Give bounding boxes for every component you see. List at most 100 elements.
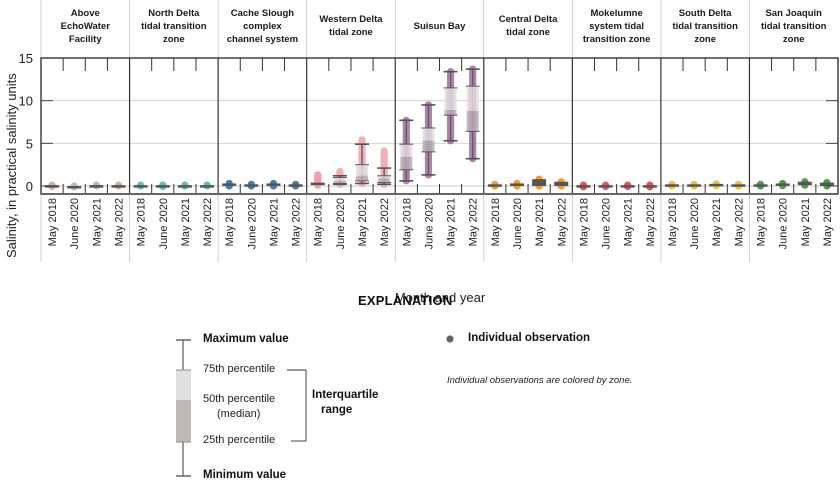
zone-header-line: Cache Slough — [231, 8, 295, 19]
x-tick-label: May 2022 — [822, 198, 834, 246]
x-tick-label: May 2022 — [556, 198, 568, 246]
box-lower — [400, 156, 413, 170]
y-axis-title: Salinity, in practical salinity units — [4, 73, 19, 258]
collapsed-box — [753, 184, 768, 187]
x-tick-label: May 2021 — [800, 198, 812, 246]
zone-header-line: Western Delta — [319, 14, 383, 25]
y-axis-ticks: 0 5 10 15 — [19, 51, 838, 194]
collapsed-box — [532, 179, 547, 186]
x-axis-title: Month and year — [395, 290, 486, 305]
plot-frame — [40, 57, 839, 195]
collapsed-box — [642, 185, 657, 188]
collapsed-box — [620, 185, 635, 188]
zone-header-line: Suisun Bay — [414, 21, 466, 32]
box-upper — [356, 164, 369, 176]
iqr-bracket — [287, 369, 307, 442]
zone-header-line: Facility — [69, 34, 102, 45]
x-tick-label: May 2018 — [578, 198, 590, 246]
zone-header-line: San Joaquin — [765, 8, 822, 19]
box-3 — [111, 181, 126, 190]
box-upper — [466, 86, 479, 111]
box-2 — [443, 68, 458, 145]
zone-header-line: zone — [163, 34, 185, 45]
zone-headers: Above EchoWater Facility North Delta tidal t… — [61, 8, 827, 45]
individual-observation-icon — [446, 335, 454, 343]
box-0 — [753, 180, 768, 190]
y-tick-label: 15 — [19, 51, 33, 66]
box-2 — [89, 181, 104, 190]
zone-header-line: tidal zone — [329, 27, 373, 38]
box-1 — [244, 180, 259, 190]
collapsed-box — [111, 185, 126, 188]
zone-header-line: North Delta — [148, 8, 200, 19]
box-0 — [664, 180, 679, 190]
box-0 — [487, 180, 502, 190]
x-tick-label: May 2021 — [268, 198, 280, 246]
zone-header-line: tidal transition — [141, 21, 207, 32]
x-tick-label: June 2020 — [689, 198, 701, 249]
collapsed-box — [177, 185, 192, 188]
x-tick-label: May 2021 — [623, 198, 635, 246]
x-tick-label: May 2021 — [357, 198, 369, 246]
x-tick-label: May 2022 — [291, 198, 303, 246]
collapsed-box — [133, 185, 148, 188]
box-1 — [687, 180, 702, 190]
box-1 — [775, 179, 790, 190]
zone-header-line: system tidal — [589, 21, 644, 32]
box-0 — [310, 171, 325, 189]
box-lower — [378, 178, 391, 183]
collapsed-box — [310, 182, 325, 186]
box-upper — [378, 175, 391, 179]
zone-header-line: tidal zone — [506, 27, 550, 38]
box-1 — [598, 181, 613, 191]
x-tick-label: May 2018 — [136, 198, 148, 246]
box-lower — [333, 180, 346, 184]
box-upper — [400, 144, 413, 157]
box-upper — [422, 127, 435, 141]
collapsed-box — [554, 181, 569, 186]
box-3 — [731, 180, 746, 190]
x-tick-label: May 2021 — [180, 198, 192, 246]
box-lower — [466, 110, 479, 132]
collapsed-box — [576, 185, 591, 188]
zone-header-line: Mokelumne — [590, 8, 642, 19]
x-tick-label: May 2018 — [47, 198, 59, 246]
x-tick-label: May 2018 — [313, 198, 325, 246]
box-1 — [67, 182, 82, 191]
collapsed-box — [67, 186, 82, 189]
box-3 — [200, 181, 215, 190]
x-axis-ticks: May 2018 June 2020 May 2021 May 2022 May 201… — [47, 198, 834, 249]
box-0 — [222, 179, 237, 190]
box-3 — [288, 180, 303, 190]
box-1 — [332, 167, 347, 188]
zone-header-line: EchoWater — [61, 21, 111, 32]
x-tick-label: May 2022 — [468, 198, 480, 246]
collapsed-box — [266, 183, 281, 186]
x-tick-label: June 2020 — [423, 198, 435, 249]
zone-header-line: channel system — [227, 34, 298, 45]
collapsed-box — [775, 183, 790, 186]
zone-header-line: South Delta — [679, 8, 732, 19]
box-plot-chart: Above EchoWater Facility North Delta tidal t… — [4, 0, 839, 305]
box-3 — [642, 181, 657, 191]
collapsed-box — [687, 184, 702, 187]
box-marks — [45, 65, 834, 191]
box-upper — [444, 87, 457, 111]
legend-q1-label: 25th percentile — [203, 434, 276, 446]
x-tick-label: June 2020 — [601, 198, 613, 249]
box-2 — [355, 136, 370, 188]
x-tick-label: May 2021 — [91, 198, 103, 246]
legend-upper-box — [176, 370, 191, 400]
x-tick-label: May 2018 — [401, 198, 413, 246]
box-2 — [532, 175, 547, 190]
x-tick-label: June 2020 — [158, 198, 170, 249]
collapsed-box — [797, 181, 812, 186]
legend-q3-label: 75th percentile — [203, 363, 276, 375]
box-lower — [444, 110, 457, 116]
x-tick-label: June 2020 — [778, 198, 790, 249]
legend-iqr-sublabel: range — [321, 404, 353, 416]
y-tick-label: 0 — [26, 179, 33, 194]
legend-lower-box — [176, 400, 191, 442]
box-0 — [576, 181, 591, 191]
x-tick-label: May 2022 — [379, 198, 391, 246]
